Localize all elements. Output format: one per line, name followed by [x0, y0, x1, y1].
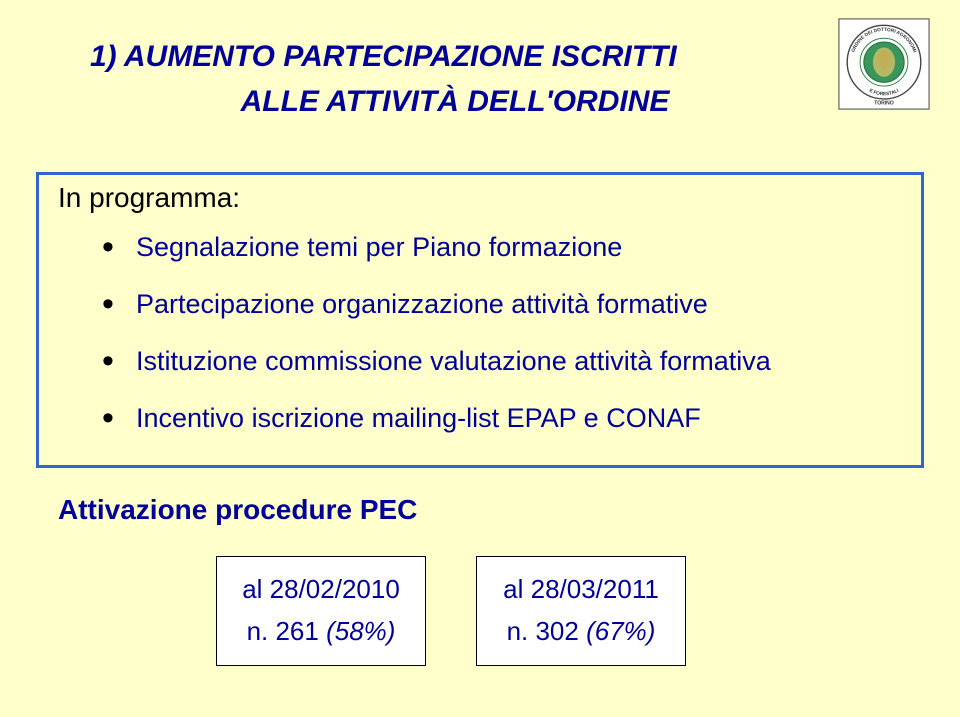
list-item: Segnalazione temi per Piano formazione	[102, 230, 902, 265]
date-box-count: n. 302 (67%)	[507, 611, 656, 653]
count-percent: (67%)	[586, 616, 655, 646]
list-item: Partecipazione organizzazione attività f…	[102, 287, 902, 322]
title-line-1: 1) AUMENTO PARTECIPAZIONE ISCRITTI	[90, 34, 820, 79]
list-item: Incentivo iscrizione mailing-list EPAP e…	[102, 401, 902, 436]
date-box-date: al 28/02/2010	[242, 569, 400, 611]
svg-text:TORINO: TORINO	[874, 100, 894, 106]
slide: 1) AUMENTO PARTECIPAZIONE ISCRITTI ALLE …	[0, 0, 960, 717]
count-value: n. 302	[507, 616, 587, 646]
list-item: Istituzione commissione valutazione atti…	[102, 344, 902, 379]
count-value: n. 261	[247, 616, 327, 646]
slide-title: 1) AUMENTO PARTECIPAZIONE ISCRITTI ALLE …	[90, 34, 820, 124]
date-box-2: al 28/03/2011 n. 302 (67%)	[476, 556, 686, 666]
attivazione-label: Attivazione procedure PEC	[58, 494, 417, 526]
organization-seal-icon: ORDINE DEI DOTTORI AGRONOMI E FORESTALI …	[838, 18, 930, 110]
date-box-count: n. 261 (58%)	[247, 611, 396, 653]
title-line-2: ALLE ATTIVITÀ DELL'ORDINE	[90, 79, 820, 124]
bullet-list: Segnalazione temi per Piano formazione P…	[102, 230, 902, 458]
date-box-1: al 28/02/2010 n. 261 (58%)	[216, 556, 426, 666]
count-percent: (58%)	[326, 616, 395, 646]
date-box-date: al 28/03/2011	[503, 569, 659, 611]
in-programma-label: In programma:	[58, 182, 240, 214]
